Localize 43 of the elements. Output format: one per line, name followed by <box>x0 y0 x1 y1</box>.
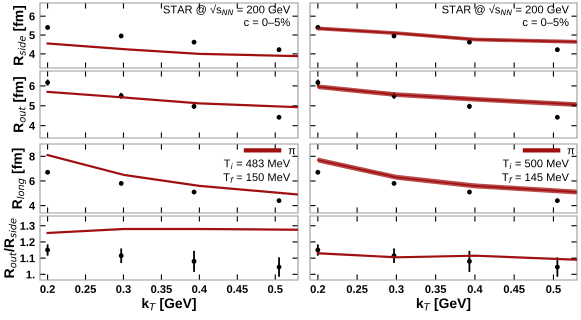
x-tick-label: 0.5 <box>546 285 561 294</box>
annotation: c = 0–5% <box>522 18 569 26</box>
x-tick-label: 0.25 <box>346 285 368 294</box>
x-tick-label: 0.3 <box>116 285 131 294</box>
y-tick-label: 4 <box>29 202 36 210</box>
x-tick-label: 0.3 <box>389 285 404 294</box>
y-tick-label: 4 <box>29 122 36 130</box>
annotation: c = 0–5% <box>244 18 290 26</box>
legend-label: π <box>568 148 574 154</box>
x-axis-title: k$_{T}$ [GeV] <box>416 298 470 311</box>
x-tick-label: 0.35 <box>425 285 446 294</box>
x-tick-label: 0.4 <box>192 285 208 294</box>
annotation: STAR @ √s$_{NN}$ = 200 GeV <box>442 4 569 16</box>
y-tick-label: 5 <box>29 31 35 40</box>
y-axis-title: R$_{side}$ [fm] <box>13 6 26 65</box>
y-axis-title: R$_{long}$ [fm] <box>12 148 26 208</box>
annotation: T$_{i}$ = 500 MeV <box>502 159 569 170</box>
y-tick-label: 6 <box>29 82 35 90</box>
x-tick-label: 0.45 <box>226 285 248 294</box>
annotation: T$_{f}$ = 145 MeV <box>502 173 569 183</box>
x-tick-label: 0.35 <box>151 285 172 294</box>
y-tick-label: 1.3 <box>20 222 35 230</box>
annotation: STAR @ √s$_{NN}$ = 200 GeV <box>163 4 290 16</box>
x-axis-title: k$_{T}$ [GeV] <box>142 298 196 311</box>
x-tick-label: 0.2 <box>40 285 55 294</box>
y-axis-title: R$_{out}$ [fm] <box>13 77 26 132</box>
y-tick-label: 6 <box>29 12 35 20</box>
x-tick-label: 0.45 <box>504 285 525 294</box>
y-tick-label: 5 <box>29 102 35 110</box>
x-tick-label: 0.2 <box>310 285 326 294</box>
legend-label: π <box>288 148 296 154</box>
y-tick-label: 6 <box>29 177 35 186</box>
x-tick-label: 0.4 <box>468 285 483 294</box>
y-tick-label: 4 <box>29 50 36 58</box>
y-tick-label: 1.1 <box>20 254 35 262</box>
y-tick-label: 8 <box>29 152 35 160</box>
y-tick-label: 1. <box>26 270 34 278</box>
annotation: T$_{f}$ = 150 MeV <box>223 173 290 183</box>
x-tick-label: 0.25 <box>75 285 96 294</box>
y-axis-title: R$_{out}$/R$_{side}$ <box>4 218 16 278</box>
x-tick-label: 0.5 <box>268 285 283 294</box>
y-tick-label: 1.2 <box>20 238 35 246</box>
annotation: T$_{i}$ = 483 MeV <box>224 159 290 170</box>
